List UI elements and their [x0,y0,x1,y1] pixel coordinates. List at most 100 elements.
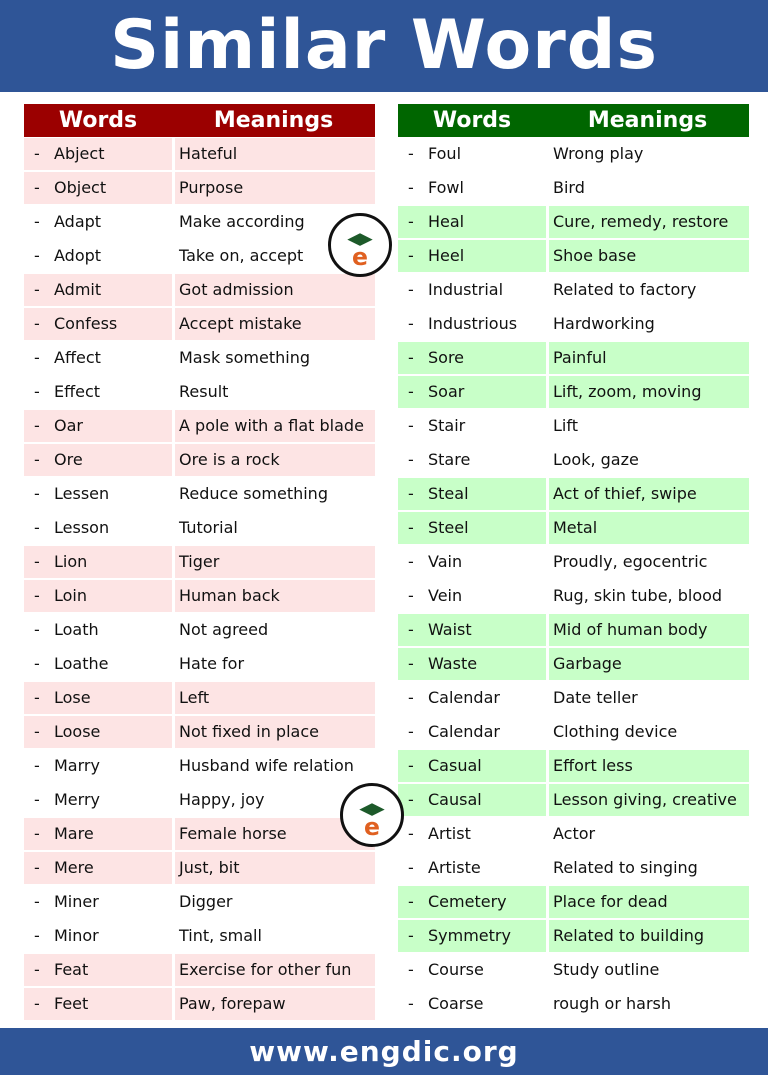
meaning-cell: Effort less [549,750,749,782]
meaning-cell: Tint, small [179,926,262,945]
word-cell: - Vein [398,580,546,612]
word: Mare [54,824,94,843]
word-cell: - Loath [24,614,172,646]
bullet-dash: - [408,722,414,741]
meaning-cell: Place for dead [549,886,749,918]
table-row: - Confess Accept mistake [24,307,375,341]
table-row: - Merry Happy, joy [24,783,375,817]
words-header: Words [432,108,512,133]
bullet-dash: - [34,790,40,809]
table-row: - Vein Rug, skin tube, blood [398,579,749,613]
table-row: - Calendar Date teller [398,681,749,715]
table-row: - Effect Result [24,375,375,409]
meaning-cell: Lesson giving, creative [549,784,749,816]
bullet-dash: - [34,212,40,231]
meaning-cell: Exercise for other fun [175,954,375,986]
table-row: - Loath Not agreed [24,613,375,647]
bullet-dash: - [408,994,414,1013]
word-cell: - Confess [24,308,172,340]
table-row: - Miner Digger [24,885,375,919]
word: Casual [428,756,482,775]
bullet-dash: - [408,960,414,979]
table-row: - Lion Tiger [24,545,375,579]
svg-text:e: e [364,813,380,841]
meaning-cell: rough or harsh [553,994,671,1013]
word: Fowl [428,178,464,197]
word: Foul [428,144,462,163]
meaning-cell: Result [179,382,229,401]
meaning-cell: Related to factory [553,280,697,299]
table-row: - Minor Tint, small [24,919,375,953]
meaning-cell: Accept mistake [175,308,375,340]
table-body: - Abject Hateful - Object Purpose - Adapt Make a… [24,137,375,1021]
bullet-dash: - [34,178,40,197]
word-cell: - Steel [398,512,546,544]
bullet-dash: - [34,382,40,401]
word: Waste [428,654,478,673]
word-cell: - Steal [398,478,546,510]
bullet-dash: - [408,484,414,503]
table-row: - Calendar Clothing device [398,715,749,749]
word: Object [54,178,107,197]
word-cell: - Calendar [398,716,546,748]
word-cell: - Course [398,954,546,986]
bullet-dash: - [34,688,40,707]
bullet-dash: - [34,892,40,911]
bullet-dash: - [408,348,414,367]
word: Merry [54,790,100,809]
meaning-cell: Not agreed [179,620,269,639]
word-cell: - Fowl [398,172,546,204]
word: Feat [54,960,89,979]
bullet-dash: - [408,314,414,333]
table-row: - Industrial Related to factory [398,273,749,307]
word-cell: - Merry [24,784,172,816]
word-cell: - Causal [398,784,546,816]
table-row: - Admit Got admission [24,273,375,307]
word-cell: - Heal [398,206,546,238]
word: Lion [54,552,88,571]
word-cell: - Foul [398,138,546,170]
word: Cemetery [428,892,507,911]
meaning-cell: Study outline [553,960,660,979]
meaning-cell: Got admission [175,274,375,306]
word-cell: - Object [24,172,172,204]
bullet-dash: - [408,382,414,401]
bullet-dash: - [34,756,40,775]
meaning-cell: Rug, skin tube, blood [553,586,723,605]
meaning-cell: Tutorial [179,518,238,537]
word: Stair [428,416,466,435]
word-cell: - Artist [398,818,546,850]
table-row: - Cemetery Place for dead [398,885,749,919]
word-cell: - Calendar [398,682,546,714]
table-row: - Sore Painful [398,341,749,375]
bullet-dash: - [34,416,40,435]
word: Artist [428,824,471,843]
table-row: - Stair Lift [398,409,749,443]
meaning-cell: Wrong play [553,144,644,163]
word: Effect [54,382,101,401]
meaning-cell: Left [175,682,375,714]
bullet-dash: - [408,858,414,877]
meanings-header: Meanings [213,108,334,133]
bullet-dash: - [408,654,414,673]
meaning-cell: Look, gaze [553,450,639,469]
word-cell: - Adopt [24,240,172,272]
word: Calendar [428,688,500,707]
bullet-dash: - [34,994,40,1013]
word-cell: - Heel [398,240,546,272]
word: Vain [428,552,463,571]
words-header: Words [58,108,138,133]
word-cell: - Lion [24,546,172,578]
bullet-dash: - [34,926,40,945]
word-cell: - Effect [24,376,172,408]
meaning-cell: Female horse [175,818,375,850]
meaning-cell: Hate for [179,654,245,673]
word-cell: - Adapt [24,206,172,238]
table-header: Words Meanings [24,104,375,137]
word-cell: - Industrial [398,274,546,306]
word-cell: - Mare [24,818,172,850]
word-cell: - Lesson [24,512,172,544]
word-cell: - Abject [24,138,172,170]
word: Mere [54,858,94,877]
word-cell: - Mere [24,852,172,884]
